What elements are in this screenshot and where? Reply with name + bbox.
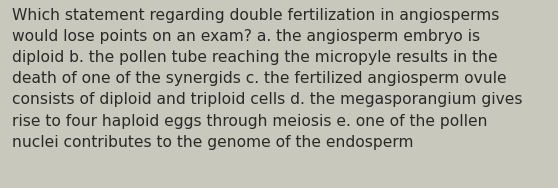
Text: Which statement regarding double fertilization in angiosperms
would lose points : Which statement regarding double fertili… [12,8,523,150]
